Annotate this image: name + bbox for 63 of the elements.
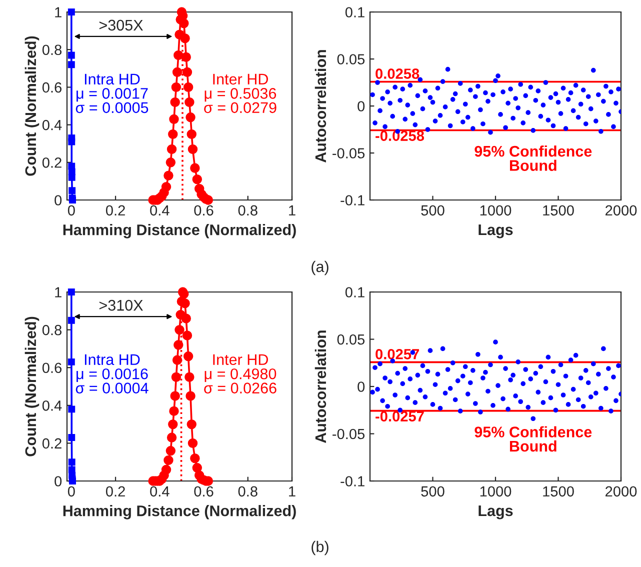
y-tick-label: 0.8 — [42, 44, 62, 56]
ref-line-label: 0.0257 — [376, 349, 419, 360]
y-axis-title: Count (Normalized) — [24, 316, 40, 456]
x-tick-label: 2000 — [606, 486, 637, 497]
x-tick-label: 0.8 — [238, 486, 258, 497]
annotation: Inter HD μ = 0.5036 σ = 0.0279 — [204, 74, 276, 114]
x-tick-label: 0.2 — [106, 205, 125, 216]
x-tick-label: 2000 — [606, 205, 637, 216]
y-tick-label: 0.6 — [42, 82, 62, 93]
annotation: >305X — [99, 20, 143, 31]
x-tick-label: 0.4 — [150, 486, 170, 497]
annotation: Inter HD μ = 0.4980 σ = 0.0266 — [204, 354, 276, 394]
x-axis-title: Hamming Distance (Normalized) — [63, 224, 296, 238]
y-tick-label: 0.8 — [42, 324, 62, 336]
ref-line-label: -0.0257 — [376, 411, 424, 422]
y-tick-label: 0 — [358, 101, 365, 112]
x-tick-label: 0.6 — [194, 486, 214, 497]
x-tick-label: 0 — [68, 486, 75, 497]
y-tick-label: 0.4 — [42, 400, 62, 411]
x-tick-label: 0.4 — [150, 205, 170, 216]
annotation: 95% Confidence Bound — [474, 145, 592, 171]
y-tick-label: -0.05 — [332, 428, 365, 440]
x-tick-label: 1 — [289, 205, 296, 216]
y-axis-title: Count (Normalized) — [24, 36, 40, 176]
y-tick-label: -0.1 — [340, 476, 364, 486]
y-tick-label: 1 — [55, 287, 62, 298]
x-tick-label: 1500 — [543, 205, 574, 216]
text: (a) — [312, 260, 328, 276]
x-tick-label: 1000 — [480, 486, 512, 497]
y-tick-label: 0.1 — [345, 287, 364, 298]
x-tick-label: 500 — [421, 205, 444, 216]
x-tick-label: 0 — [68, 205, 75, 216]
y-tick-label: 0.4 — [42, 120, 62, 130]
x-axis-title: Lags — [478, 506, 513, 520]
x-tick-label: 0.2 — [106, 486, 125, 497]
annotation: 95% Confidence Bound — [474, 426, 592, 452]
annotation: Intra HD μ = 0.0016 σ = 0.0004 — [76, 354, 148, 394]
y-tick-label: 0.1 — [345, 7, 364, 18]
text: (b) — [312, 540, 328, 556]
y-tick-label: 0 — [54, 476, 62, 486]
y-tick-label: 0.2 — [42, 438, 62, 449]
x-tick-label: 0.6 — [194, 205, 214, 216]
x-tick-label: 500 — [421, 486, 444, 497]
y-tick-label: 0.05 — [337, 334, 365, 345]
y-tick-label: 0.6 — [42, 362, 62, 374]
x-tick-label: 1 — [289, 486, 296, 496]
x-tick-label: 1000 — [480, 205, 512, 216]
y-tick-label: 0.05 — [337, 54, 365, 64]
y-axis-title: Autocorrelation — [314, 330, 326, 443]
annotation: >310X — [99, 300, 143, 311]
y-axis-title: Autocorrelation — [314, 50, 326, 162]
y-tick-label: 0 — [54, 195, 62, 206]
y-tick-label: 0 — [358, 382, 365, 392]
annotation: Intra HD μ = 0.0017 σ = 0.0005 — [76, 74, 148, 114]
y-tick-label: -0.1 — [340, 195, 364, 206]
x-axis-title: Lags — [478, 224, 513, 238]
y-tick-label: 1 — [55, 7, 62, 18]
x-tick-label: 0.8 — [238, 205, 258, 216]
x-axis-title: Hamming Distance (Normalized) — [63, 505, 296, 520]
y-tick-label: -0.05 — [332, 148, 365, 158]
ref-line-label: 0.0258 — [376, 68, 420, 79]
x-tick-label: 1500 — [543, 486, 574, 497]
y-tick-label: 0.2 — [42, 158, 62, 168]
